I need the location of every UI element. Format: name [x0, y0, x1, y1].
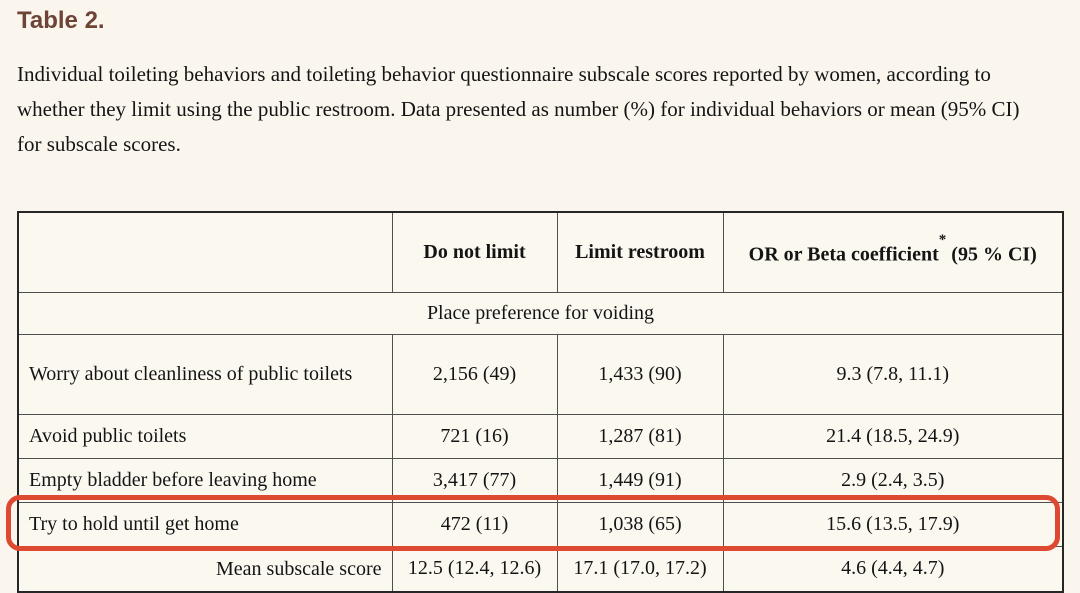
- cell-or-ci: 2.9 (2.4, 3.5): [722, 457, 1064, 503]
- cell-limit-restroom: 1,449 (91): [556, 457, 724, 503]
- cell-limit-restroom: 1,038 (65): [556, 501, 724, 547]
- cell-limit-restroom: 1,287 (81): [556, 413, 724, 459]
- table-row: Avoid public toilets 721 (16) 1,287 (81)…: [17, 413, 1064, 459]
- table-row: Empty bladder before leaving home 3,417 …: [17, 457, 1064, 503]
- section-header-row: Place preference for voiding: [17, 291, 1064, 335]
- row-label: Mean subscale score: [17, 545, 393, 593]
- column-header-or-coefficient: OR or Beta coefficient*(95 % CI): [722, 211, 1064, 293]
- row-label: Worry about cleanliness of public toilet…: [17, 333, 393, 415]
- table-row-highlighted: Try to hold until get home 472 (11) 1,03…: [17, 501, 1064, 547]
- cell-limit-restroom: 17.1 (17.0, 17.2): [556, 545, 724, 593]
- cell-limit-restroom: 1,433 (90): [556, 333, 724, 415]
- column-header-behavior: [17, 211, 393, 293]
- row-label: Avoid public toilets: [17, 413, 393, 459]
- table-caption: Individual toileting behaviors and toile…: [17, 62, 1020, 156]
- row-label: Empty bladder before leaving home: [17, 457, 393, 503]
- table-row: Mean subscale score 12.5 (12.4, 12.6) 17…: [17, 545, 1064, 593]
- or-header-text: OR or Beta coefficient: [748, 244, 939, 267]
- column-header-limit-restroom: Limit restroom: [556, 211, 724, 293]
- cell-or-ci: 4.6 (4.4, 4.7): [722, 545, 1064, 593]
- cell-do-not-limit: 721 (16): [391, 413, 558, 459]
- cell-or-ci: 21.4 (18.5, 24.9): [722, 413, 1064, 459]
- cell-do-not-limit: 472 (11): [391, 501, 558, 547]
- section-header-cell: Place preference for voiding: [17, 291, 1064, 335]
- results-table: Do not limit Limit restroom OR or Beta c…: [17, 211, 1064, 593]
- cell-do-not-limit: 2,156 (49): [391, 333, 558, 415]
- or-header-ci: (95 % CI): [951, 244, 1037, 267]
- page-title: Table 2.: [17, 7, 105, 34]
- cell-do-not-limit: 3,417 (77): [391, 457, 558, 503]
- cell-or-ci: 15.6 (13.5, 17.9): [722, 501, 1064, 547]
- cell-do-not-limit: 12.5 (12.4, 12.6): [391, 545, 558, 593]
- footnote-asterisk: *: [938, 232, 947, 249]
- table-row: Worry about cleanliness of public toilet…: [17, 333, 1064, 415]
- cell-or-ci: 9.3 (7.8, 11.1): [722, 333, 1064, 415]
- table-header-row: Do not limit Limit restroom OR or Beta c…: [17, 211, 1064, 293]
- column-header-do-not-limit: Do not limit: [391, 211, 558, 293]
- row-label: Try to hold until get home: [17, 501, 393, 547]
